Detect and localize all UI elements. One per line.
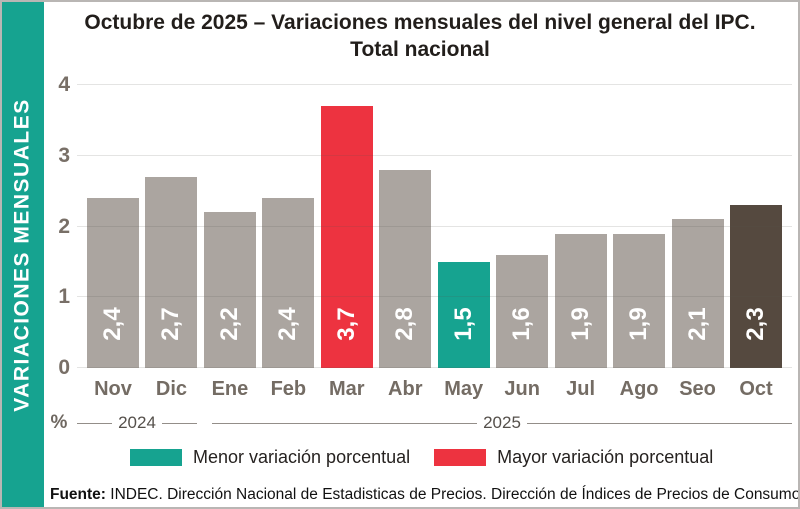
legend-item: Mayor variación porcentual	[434, 447, 713, 468]
bar-value-label: 2,4	[99, 307, 126, 341]
legend: Menor variación porcentual Mayor variació…	[130, 447, 713, 468]
y-axis-title-band: VARIACIONES MENSUALES	[2, 2, 44, 507]
year-label-2025: 2025	[483, 413, 521, 432]
bar-Mar: 3,7	[320, 106, 373, 368]
month-label-Ene: Ene	[211, 378, 249, 400]
year-line	[526, 422, 793, 424]
month-label-Dic: Dic	[155, 378, 188, 400]
bar-Ago: 1,9	[613, 233, 666, 368]
legend-swatch	[434, 449, 487, 466]
bar-series: 2,4 2,7 2,2 2,4 3,7 2,8 1,5 1,6 1,9 1,9 2,1 2,3	[77, 85, 792, 368]
source-text: INDEC. Dirección Nacional de Estadistica…	[105, 486, 800, 503]
legend-label: Mayor variación porcentual	[497, 447, 714, 467]
legend-swatch	[130, 449, 182, 466]
month-label-Jun: Jun	[504, 378, 540, 400]
month-label-May: May	[444, 378, 484, 400]
bar-Oct: 2,3	[729, 205, 782, 368]
legend-item: Menor variación porcentual	[130, 447, 410, 468]
bar-Dic: 2,7	[145, 176, 198, 368]
month-label-Mar: Mar	[329, 378, 365, 400]
x-axis-month-labels: Nov Dic Ene Feb Mar Abr May Jun Jul Ago Seo Oct	[77, 378, 792, 401]
bar-Nov: 2,4	[87, 198, 139, 368]
bar-Feb: 2,4	[262, 198, 315, 368]
plot-area: 2,4 2,7 2,2 2,4 3,7 2,8 1,5 1,6 1,9 1,9 2,1 2,3	[77, 84, 792, 368]
bar-value-label: 2,8	[391, 307, 419, 341]
y-axis-ticks: 0 1 2 3 4	[42, 74, 70, 378]
year-line	[77, 422, 113, 424]
month-label-Jul: Jul	[566, 378, 596, 400]
bar-value-label: 2,2	[215, 307, 243, 341]
bar-value-label: 2,3	[741, 307, 769, 341]
bar-value-label: 1,5	[449, 307, 477, 341]
source-note: Fuente: INDEC. Dirección Nacional de Est…	[50, 486, 798, 504]
bar-value-label: 1,6	[508, 307, 536, 341]
ytick-3: 3	[58, 143, 70, 167]
chart-title: Octubre de 2025 – Variaciones mensuales …	[46, 9, 794, 63]
source-label: Fuente:	[50, 486, 106, 503]
year-group-2025: 2025	[212, 413, 793, 432]
month-label-Abr: Abr	[388, 378, 423, 400]
bar-value-label: 2,7	[157, 307, 185, 341]
bar-value-label: 1,9	[566, 307, 594, 341]
month-label-Ago: Ago	[619, 378, 659, 400]
year-group-2024: 2024	[77, 413, 198, 432]
percent-label: %	[50, 412, 68, 433]
year-label-2024: 2024	[118, 413, 156, 432]
bar-value-label: 2,4	[274, 307, 302, 341]
ytick-2: 2	[58, 214, 70, 238]
bar-Abr: 2,8	[379, 169, 432, 368]
year-line	[212, 422, 478, 424]
bar-Seo: 2,1	[671, 219, 724, 368]
bar-value-label: 1,9	[625, 307, 653, 341]
ytick-1: 1	[58, 285, 70, 309]
chart-title-line2: Total nacional	[350, 38, 490, 61]
bar-value-label: 2,1	[683, 307, 711, 341]
ytick-4: 4	[58, 73, 70, 96]
bar-Ene: 2,2	[203, 212, 256, 368]
month-label-Feb: Feb	[270, 378, 307, 400]
year-line	[161, 422, 198, 424]
y-axis-title: VARIACIONES MENSUALES	[11, 97, 35, 412]
legend-label: Menor variación porcentual	[193, 447, 411, 467]
bar-May: 1,5	[437, 261, 490, 368]
month-label-Nov: Nov	[94, 378, 132, 400]
chart-title-line1: Octubre de 2025 – Variaciones mensuales …	[84, 11, 756, 34]
bar-Jul: 1,9	[554, 233, 607, 368]
bar-value-label: 3,7	[332, 307, 360, 341]
month-label-Seo: Seo	[679, 378, 716, 400]
bar-Jun: 1,6	[496, 254, 549, 368]
month-label-Oct: Oct	[739, 378, 773, 400]
ytick-0: 0	[58, 356, 70, 379]
